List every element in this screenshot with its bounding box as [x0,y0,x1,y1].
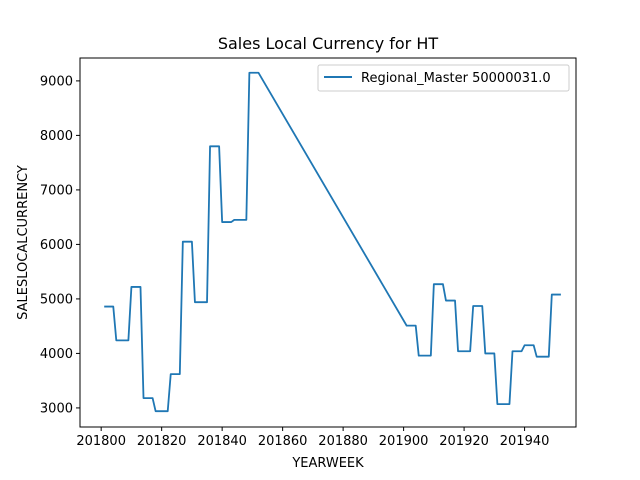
x-tick-label: 201920 [439,434,489,449]
legend-box [317,64,570,92]
y-tick-label: 4000 [40,347,73,362]
x-tick-label: 201860 [258,434,308,449]
y-tick-label: 8000 [40,129,73,144]
y-tick-label: 5000 [40,292,73,307]
y-tick-label: 7000 [40,183,73,198]
x-axis-label: YEARWEEK [291,456,364,471]
y-axis-label: SALESLOCALCURRENCY [16,165,31,320]
x-tick-label: 201940 [500,434,550,449]
legend-label: Regional_Master 50000031.0 [361,71,551,86]
legend: Regional_Master 50000031.0 [317,64,570,92]
x-tick-label: 201900 [379,434,429,449]
y-tick-label: 6000 [40,238,73,253]
x-tick-label: 201880 [318,434,368,449]
chart-title: Sales Local Currency for HT [218,34,439,53]
x-tick-label: 201820 [137,434,187,449]
x-tick-label: 201840 [197,434,247,449]
y-tick-label: 9000 [40,74,73,89]
x-tick-label: 201800 [76,434,126,449]
series-line [104,71,561,413]
y-tick-label: 3000 [40,401,73,416]
axis-ticks: 201800 201820 201840 201860 201880 201900 2019… [40,74,549,449]
series-layer [104,71,561,413]
plot-frame [79,57,577,428]
